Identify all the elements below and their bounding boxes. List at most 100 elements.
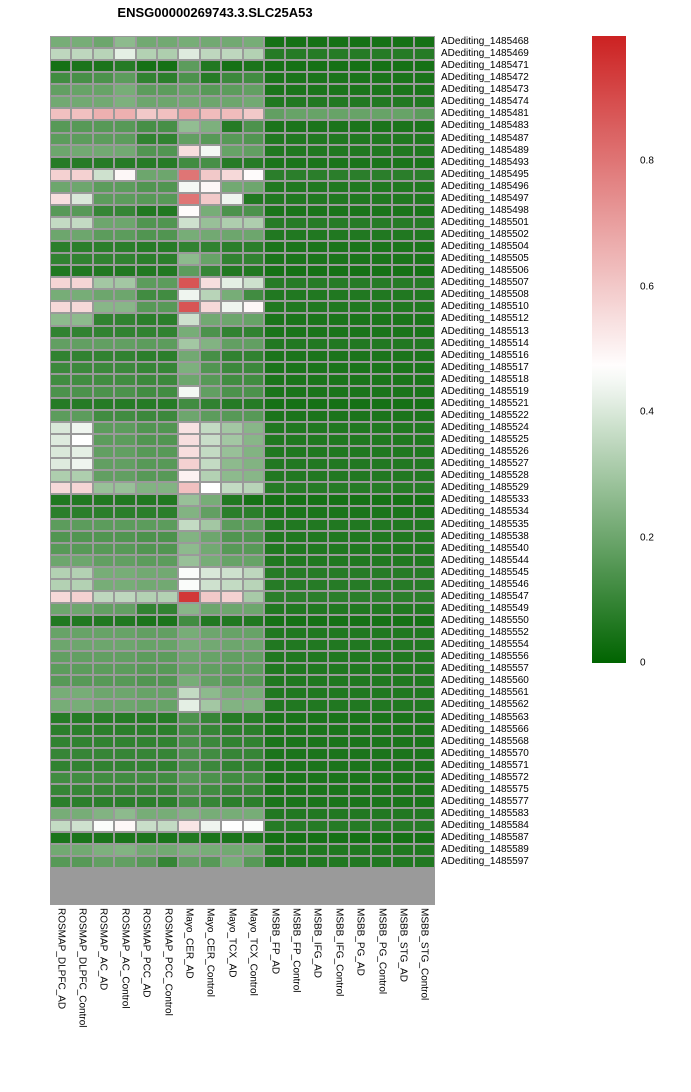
heatmap-cell <box>242 434 264 447</box>
heatmap-cell <box>263 590 286 603</box>
heatmap-cell <box>71 578 93 591</box>
heatmap-cell <box>370 156 393 169</box>
heatmap-cell <box>263 820 286 833</box>
heatmap-cell <box>114 856 136 869</box>
heatmap-cell <box>242 566 264 579</box>
heatmap-cell <box>349 470 371 483</box>
heatmap-cell <box>370 602 393 615</box>
heatmap-cell <box>413 84 436 97</box>
heatmap-cell <box>242 602 264 615</box>
heatmap-cell <box>392 530 414 543</box>
heatmap-cell <box>328 313 350 326</box>
heatmap-cell <box>306 795 329 808</box>
heatmap-cell <box>242 759 264 772</box>
heatmap-cell <box>92 783 115 796</box>
heatmap-cell <box>263 663 286 676</box>
row-label: ADediting_1485512 <box>441 313 529 325</box>
heatmap-cell <box>328 590 350 603</box>
heatmap-cell <box>263 446 286 459</box>
heatmap-cell <box>221 783 243 796</box>
heatmap-cell <box>328 675 350 688</box>
heatmap-cell <box>178 229 200 242</box>
heatmap-cell <box>199 337 222 350</box>
heatmap-cell <box>114 735 136 748</box>
heatmap-row <box>50 494 436 507</box>
heatmap-cell <box>114 241 136 254</box>
heatmap-cell <box>413 711 436 724</box>
heatmap-cell <box>349 434 371 447</box>
heatmap-cell <box>71 759 93 772</box>
heatmap-cell <box>285 313 307 326</box>
heatmap-cell <box>92 711 115 724</box>
heatmap-cell <box>306 723 329 736</box>
colorbar-tick-label: 0.2 <box>640 532 654 544</box>
heatmap-cell <box>306 72 329 85</box>
heatmap-cell <box>71 144 93 157</box>
heatmap-cell <box>370 470 393 483</box>
heatmap-cell <box>92 687 115 700</box>
heatmap-cell <box>263 518 286 531</box>
heatmap-row <box>50 192 436 205</box>
heatmap-row <box>50 832 436 845</box>
heatmap-cell <box>349 759 371 772</box>
heatmap-cell <box>199 349 222 362</box>
heatmap-cell <box>285 289 307 302</box>
heatmap-cell <box>263 72 286 85</box>
heatmap-cell <box>263 385 286 398</box>
row-label: ADediting_1485528 <box>441 470 529 482</box>
heatmap-cell <box>263 783 286 796</box>
row-label: ADediting_1485493 <box>441 156 529 168</box>
heatmap-cell <box>392 735 414 748</box>
heatmap-cell <box>71 337 93 350</box>
heatmap-cell <box>349 60 371 73</box>
heatmap-cell <box>71 735 93 748</box>
heatmap-cell <box>263 470 286 483</box>
column-label: Mayo_CER_Control <box>204 908 216 997</box>
heatmap-cell <box>114 325 136 338</box>
heatmap-cell <box>392 470 414 483</box>
row-label: ADediting_1485529 <box>441 482 529 494</box>
heatmap-cell <box>156 434 179 447</box>
heatmap-cell <box>114 253 136 266</box>
heatmap-cell <box>370 60 393 73</box>
row-label: ADediting_1485487 <box>441 132 529 144</box>
heatmap-cell <box>242 265 264 278</box>
heatmap-cell <box>221 711 243 724</box>
heatmap-cell <box>328 132 350 145</box>
heatmap-cell <box>392 554 414 567</box>
heatmap-cell <box>285 795 307 808</box>
heatmap-cell <box>199 795 222 808</box>
heatmap-cell <box>413 204 436 217</box>
heatmap-cell <box>135 325 157 338</box>
row-label: ADediting_1485513 <box>441 325 529 337</box>
heatmap-cell <box>242 168 264 181</box>
heatmap-cell <box>349 373 371 386</box>
heatmap-cell <box>392 590 414 603</box>
heatmap-cell <box>50 711 72 724</box>
row-label: ADediting_1485504 <box>441 241 529 253</box>
column-label-slot: ROSMAP_PCC_AD <box>136 908 157 1088</box>
heatmap-cell <box>71 458 93 471</box>
heatmap-cell <box>263 422 286 435</box>
heatmap-cell <box>156 844 179 857</box>
heatmap-cell <box>199 422 222 435</box>
heatmap-cell <box>50 216 72 229</box>
heatmap-row <box>50 856 436 869</box>
heatmap-cell <box>50 289 72 302</box>
heatmap-cell <box>392 168 414 181</box>
heatmap-cell <box>199 204 222 217</box>
heatmap-cell <box>199 627 222 640</box>
heatmap-cell <box>285 108 307 121</box>
heatmap-cell <box>71 446 93 459</box>
heatmap-cell <box>156 132 179 145</box>
heatmap-cell <box>92 530 115 543</box>
heatmap-cell <box>370 361 393 374</box>
heatmap-cell <box>156 108 179 121</box>
heatmap-cell <box>242 48 264 61</box>
heatmap-cell <box>349 602 371 615</box>
heatmap-cell <box>392 506 414 519</box>
heatmap-cell <box>178 180 200 193</box>
heatmap-cell <box>178 844 200 857</box>
row-label: ADediting_1485540 <box>441 542 529 554</box>
heatmap-cell <box>392 820 414 833</box>
